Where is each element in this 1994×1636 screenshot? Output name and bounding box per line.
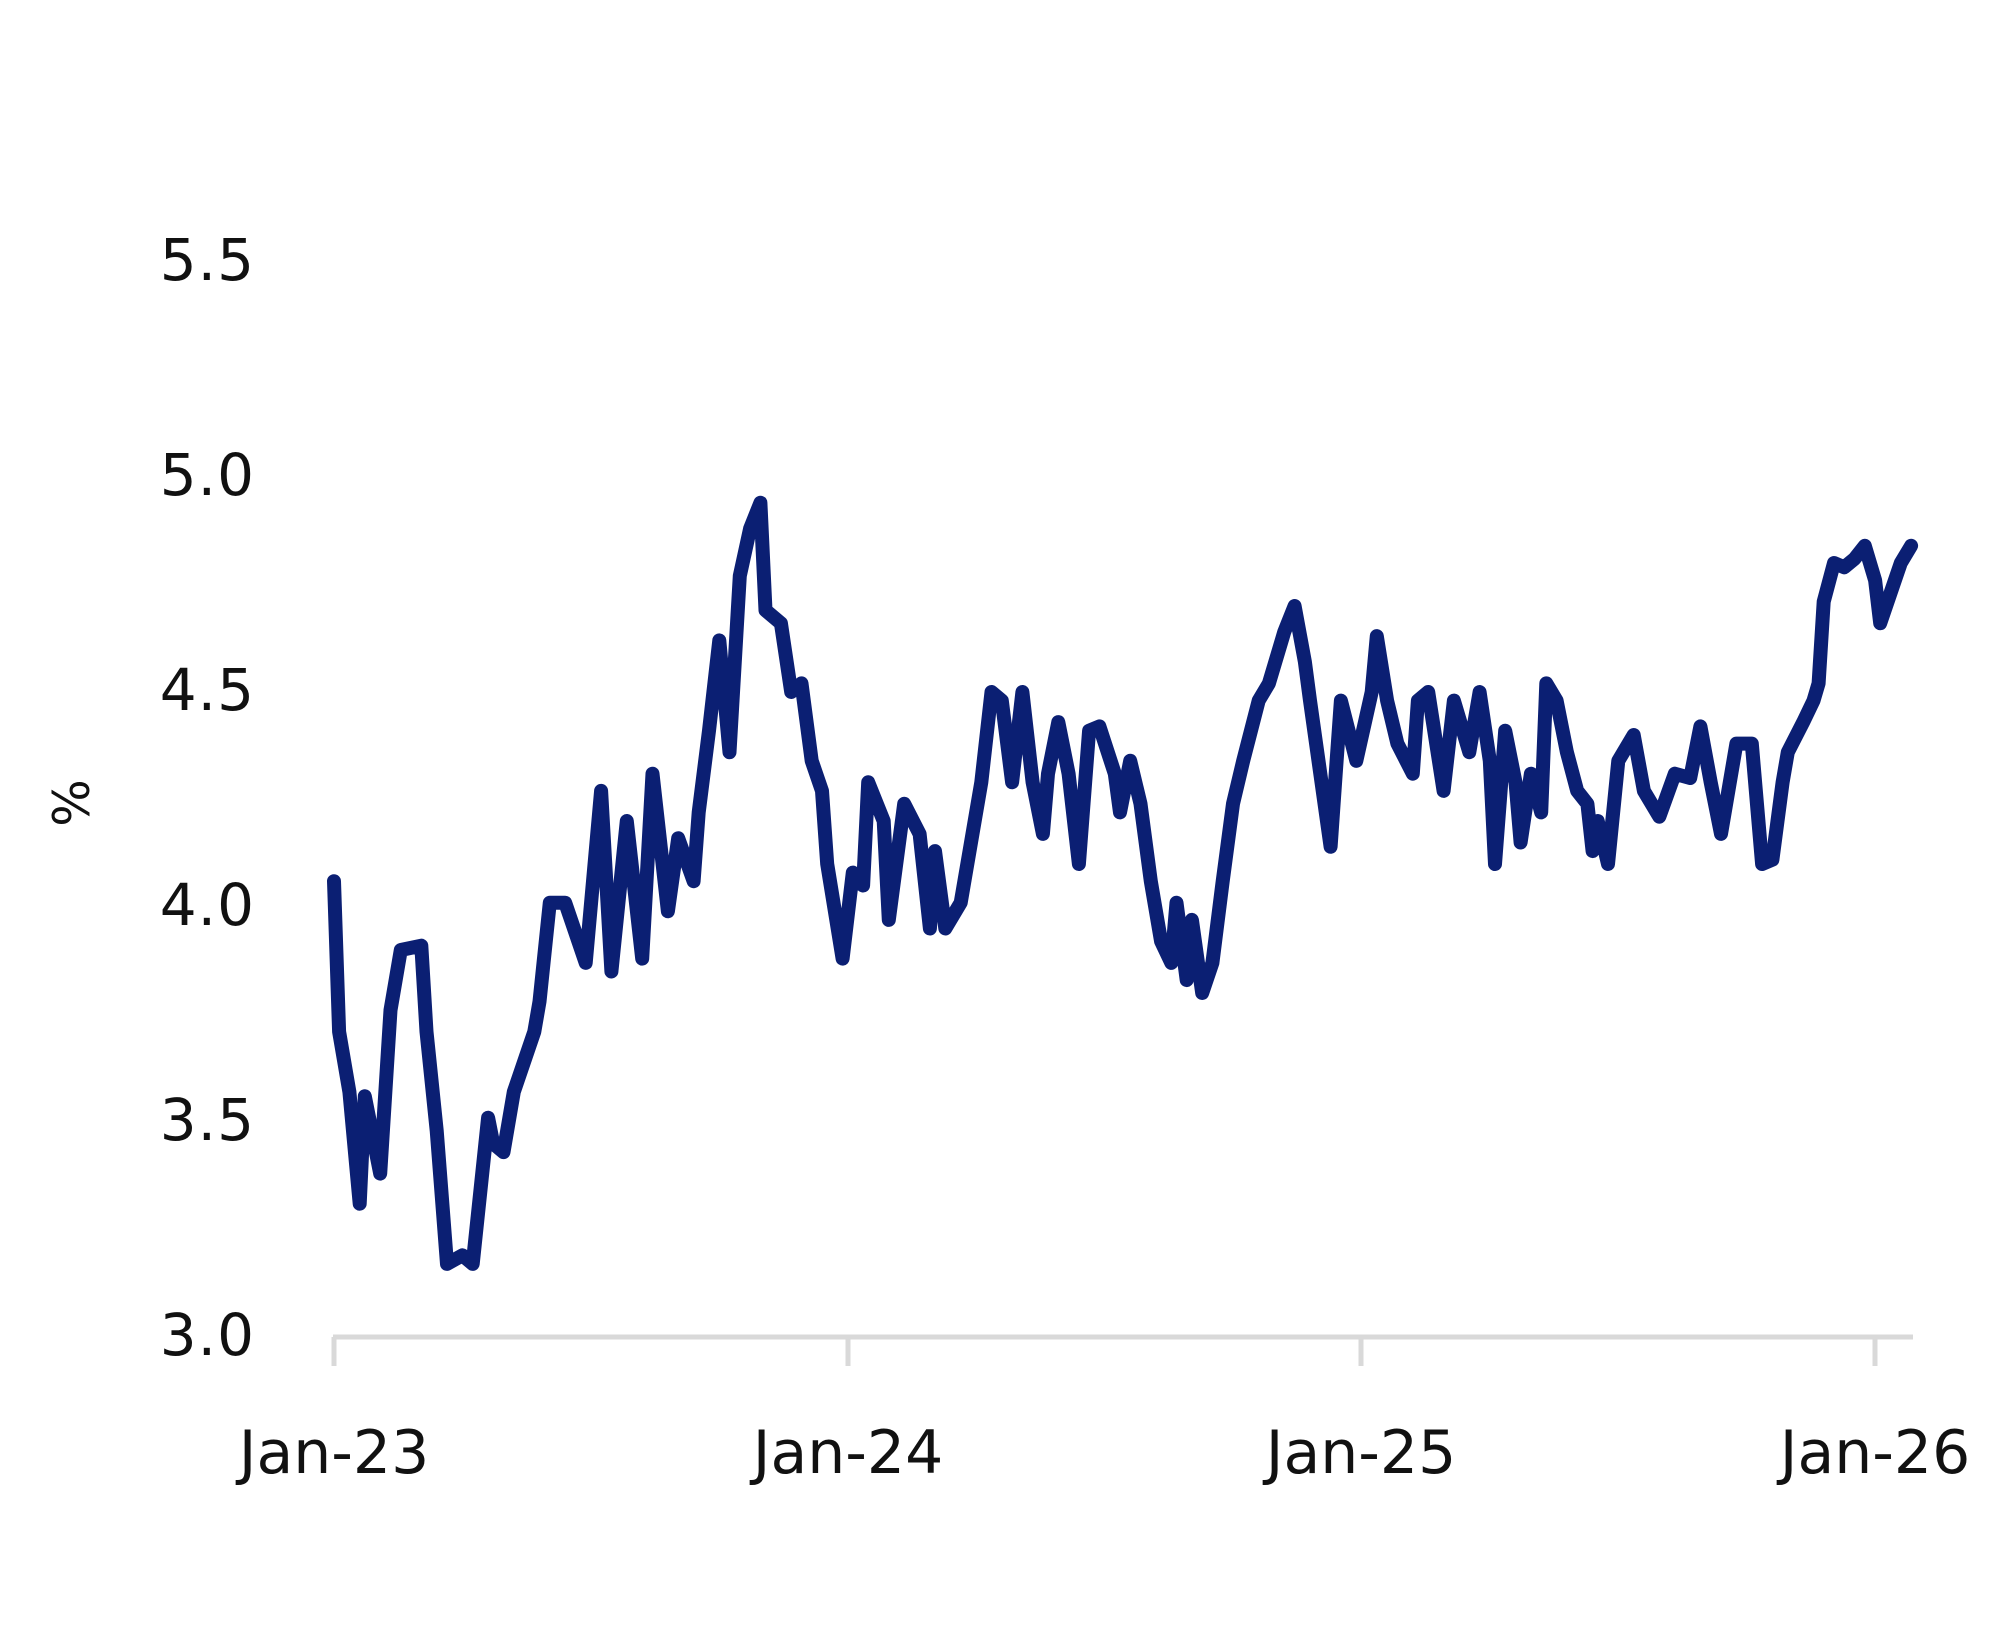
x-tick-label: Jan-25: [1265, 1418, 1457, 1488]
x-tick-label: Jan-26: [1779, 1418, 1971, 1488]
y-tick-label: 4.5: [159, 656, 255, 724]
y-tick-label: 5.0: [159, 441, 255, 509]
y-tick-label: 4.0: [159, 871, 255, 939]
y-tick-label: 5.5: [159, 226, 255, 294]
y-axis-label: %: [43, 779, 101, 827]
x-axis: [331, 1334, 1913, 1366]
y-tick-label: 3.5: [159, 1086, 255, 1154]
y-tick-label: 3.0: [159, 1301, 255, 1369]
x-tick-label: Jan-24: [752, 1418, 944, 1488]
data-line: [327, 495, 1919, 1271]
x-tick-label: Jan-23: [238, 1418, 430, 1488]
